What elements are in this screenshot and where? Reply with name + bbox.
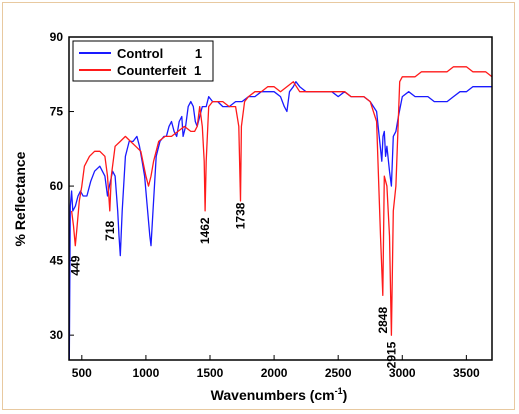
x-tick-label: 3500 <box>453 366 480 380</box>
legend: Control 1 Counterfeit 1 <box>72 40 214 82</box>
x-tick-label: 2000 <box>261 366 288 380</box>
peak-label: 449 <box>68 255 82 275</box>
plot-area <box>69 37 492 360</box>
annotation-layer: 449 718 1462 1738 2848 2915 <box>68 202 398 368</box>
x-axis-title-main: Wavenumbers (cm <box>211 387 335 403</box>
x-tick-label: 500 <box>72 366 92 380</box>
x-tick-label: 3000 <box>389 366 416 380</box>
x-axis-title: Wavenumbers (cm-1) <box>211 386 348 403</box>
svg-text:Control 1: Control 1 <box>117 46 202 61</box>
ftir-chart: 500 1000 1500 2000 2500 3000 3500 30 45 60 75 90 44… <box>12 30 493 403</box>
x-tick-label: 2500 <box>325 366 352 380</box>
x-axis-title-sup: -1 <box>335 386 343 396</box>
figure-frame: 500 1000 1500 2000 2500 3000 3500 30 45 60 75 90 44… <box>2 2 515 410</box>
legend-box <box>72 40 214 82</box>
series-layer <box>68 66 493 361</box>
y-tick-label: 45 <box>50 254 64 268</box>
peak-label: 2848 <box>376 307 390 334</box>
legend-suffix-control: 1 <box>195 46 202 61</box>
peak-label: 2915 <box>384 341 398 368</box>
ticks-layer: 500 1000 1500 2000 2500 3000 3500 30 45 60 75 90 <box>50 30 480 380</box>
peak-label: 718 <box>103 220 117 240</box>
legend-label-control: Control <box>117 46 163 61</box>
svg-text:Counterfeit 1: Counterfeit 1 <box>117 63 201 78</box>
legend-label-counterfeit: Counterfeit <box>117 63 187 78</box>
plot-border <box>68 36 493 361</box>
x-axis-title-close: ) <box>343 387 348 403</box>
y-tick-label: 75 <box>50 105 64 119</box>
peak-label: 1738 <box>234 202 248 229</box>
legend-suffix-counterfeit: 1 <box>194 63 201 78</box>
x-tick-label: 1000 <box>133 366 160 380</box>
y-tick-label: 90 <box>50 30 64 44</box>
y-tick-label: 30 <box>50 328 64 342</box>
peak-label: 1462 <box>198 217 212 244</box>
y-axis-title: % Reflectance <box>12 151 28 246</box>
x-tick-label: 1500 <box>197 366 224 380</box>
series-line-counterfeit <box>70 66 493 336</box>
y-tick-label: 60 <box>50 179 64 193</box>
